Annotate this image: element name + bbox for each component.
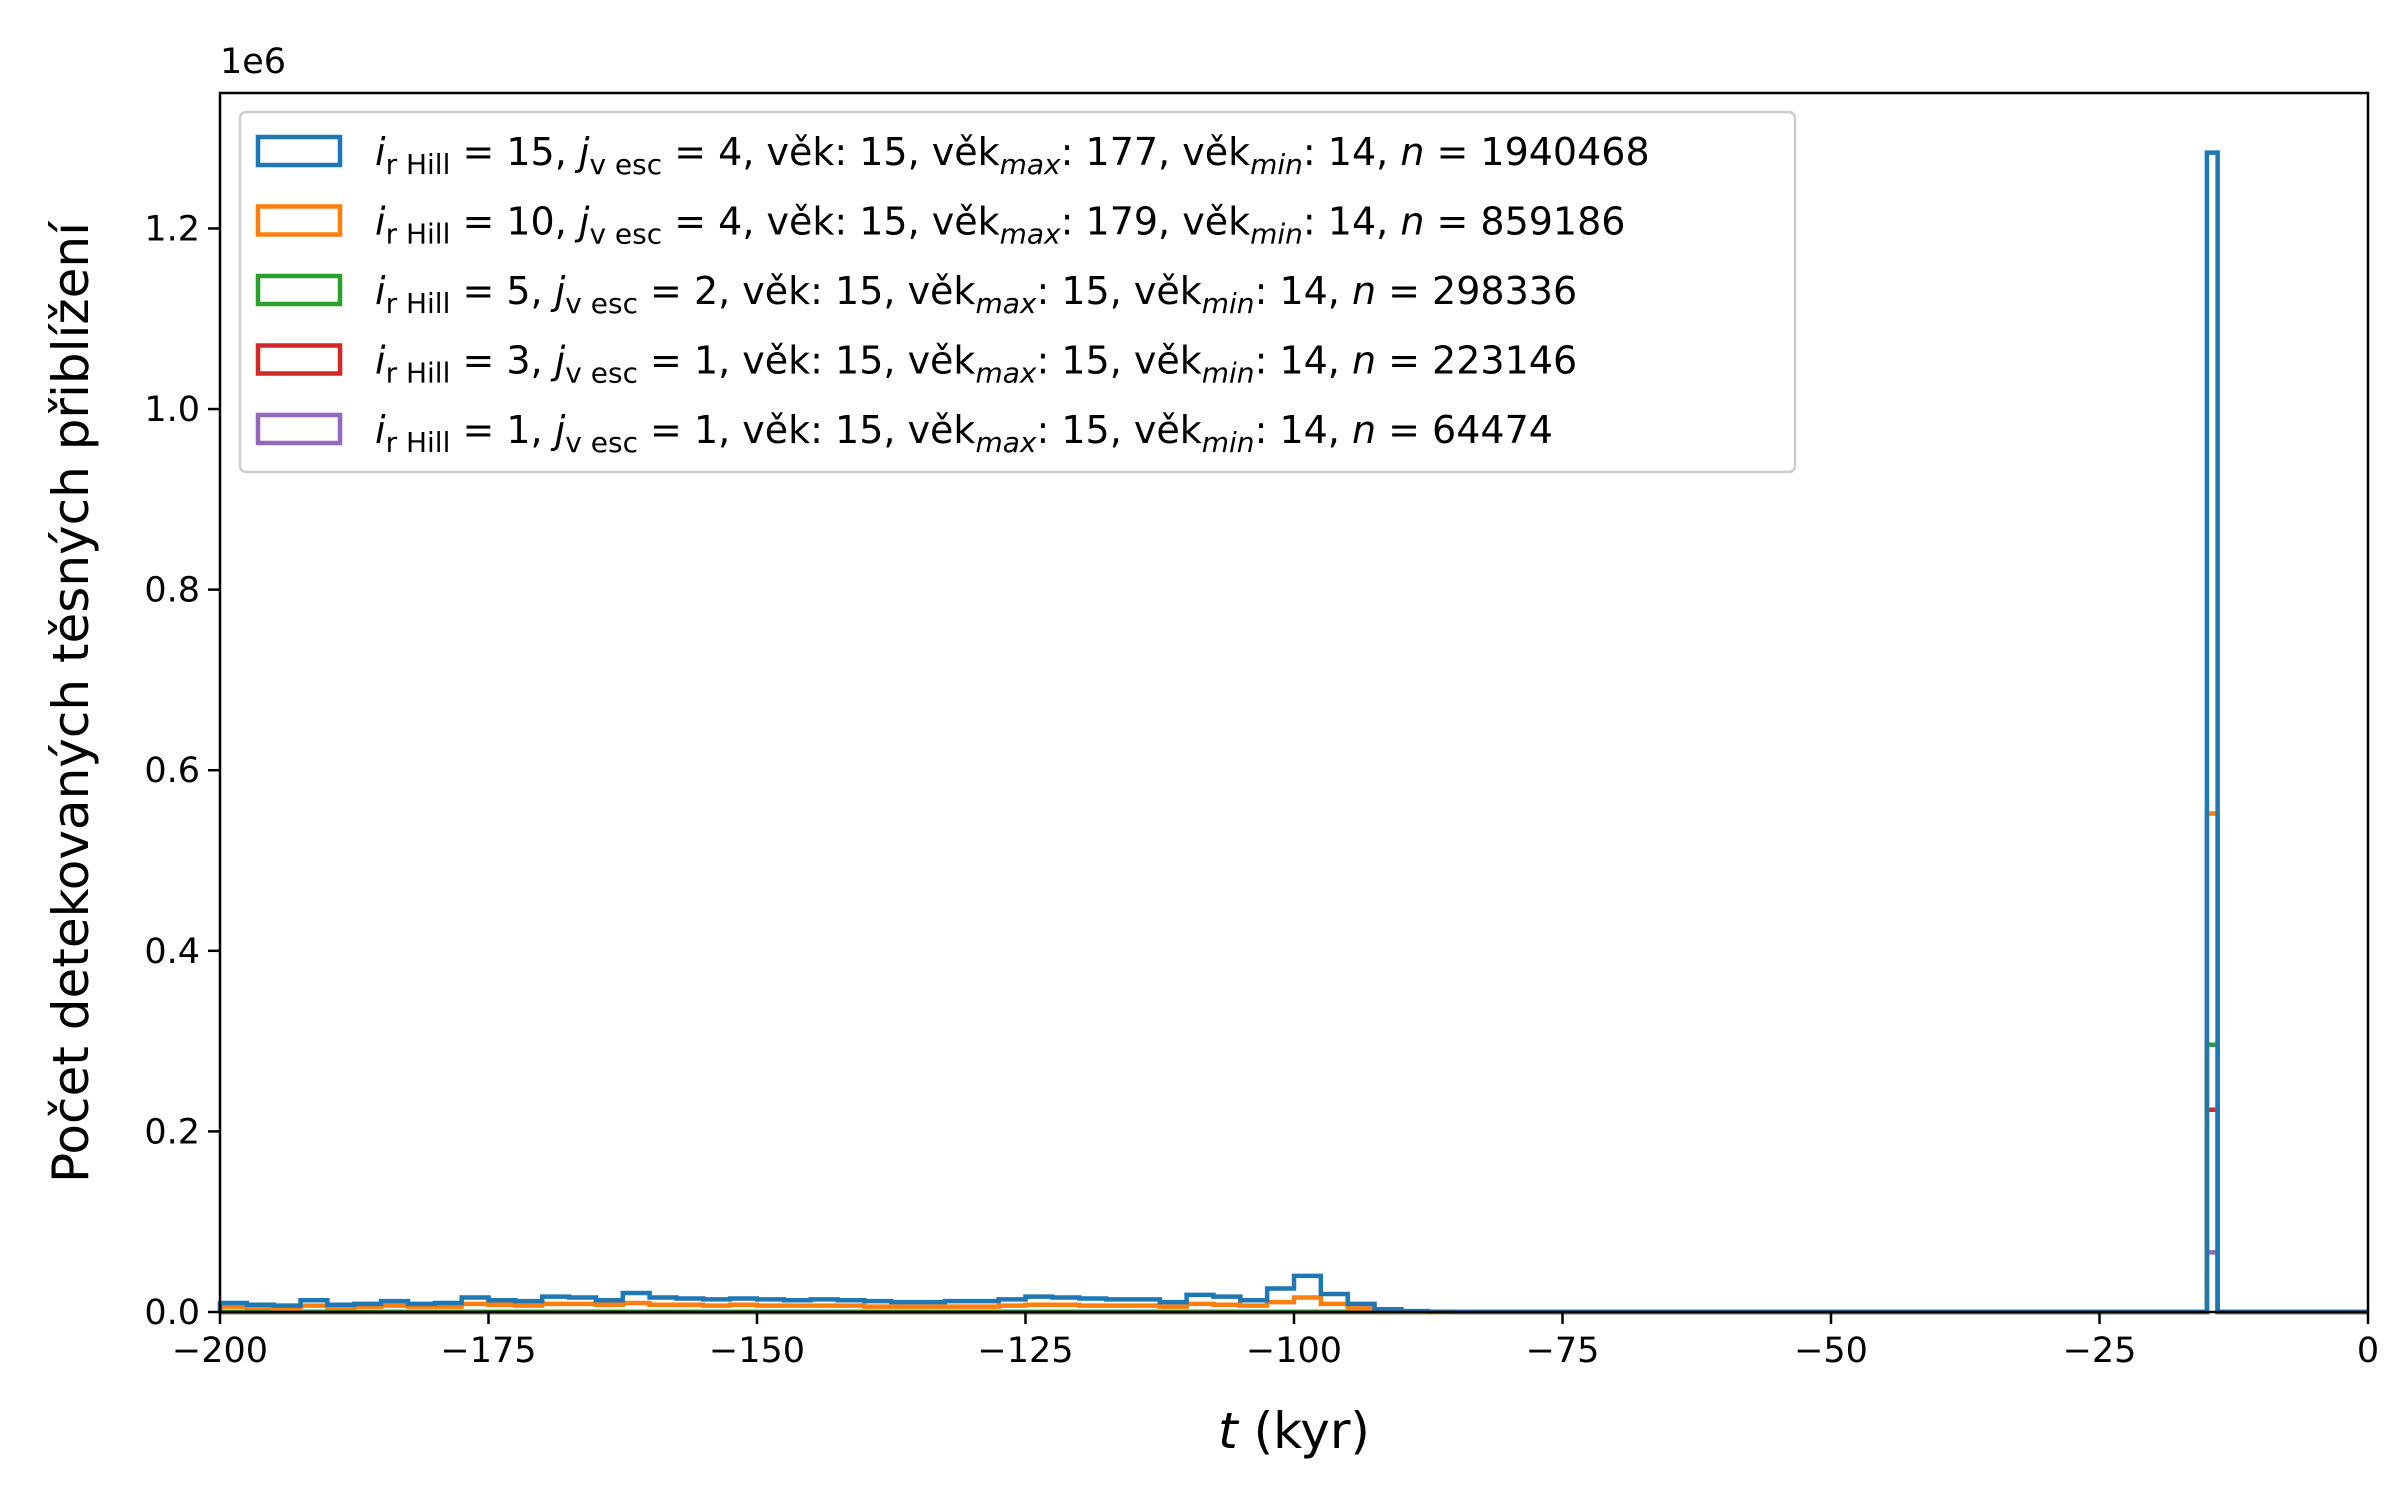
y-tick-label: 0.2 (144, 1112, 200, 1152)
legend-entry-s1: ir Hill = 1, jv esc = 1, věk: 15, věkmax… (375, 408, 1553, 459)
x-tick-label: −100 (1246, 1331, 1342, 1371)
y-tick-label: 0.6 (144, 751, 200, 791)
y-tick-label: 0.4 (144, 932, 200, 972)
y-tick-label: 0.0 (144, 1293, 200, 1333)
legend-swatch-s3 (255, 343, 343, 376)
legend-swatch-s15 (255, 134, 343, 168)
legend: ir Hill = 15, jv esc = 4, věk: 15, věkma… (238, 110, 1797, 474)
x-axis-unit: (kyr) (1238, 1402, 1370, 1460)
x-axis-label: t (kyr) (1218, 1402, 1370, 1460)
legend-entry-s3: ir Hill = 3, jv esc = 1, věk: 15, věkmax… (375, 339, 1577, 390)
x-tick-label: −175 (440, 1331, 536, 1371)
legend-box (238, 110, 1797, 474)
y-axis-label: Počet detekovaných těsných přiblížení (42, 220, 100, 1183)
y-tick-label: 0.8 (144, 571, 200, 611)
y-offset-label: 1e6 (220, 42, 286, 82)
x-tick-label: −200 (172, 1331, 268, 1371)
x-tick-label: −150 (709, 1331, 805, 1371)
legend-swatch-s10 (255, 204, 343, 237)
legend-swatch-s1 (255, 412, 343, 446)
y-tick-label: 1.2 (144, 209, 200, 249)
legend-entry-s5: ir Hill = 5, jv esc = 2, věk: 15, věkmax… (375, 269, 1577, 320)
legend-entry-s10: ir Hill = 10, jv esc = 4, věk: 15, věkma… (375, 200, 1625, 251)
x-axis-variable: t (1218, 1402, 1240, 1460)
x-tick-label: 0 (2357, 1331, 2379, 1371)
y-tick-label: 1.0 (144, 390, 200, 430)
axes-layer: −200 −175 −150 −125 −100 −75 −50 −25 0 0.0 0.2 0.4 0… (144, 91, 2379, 1371)
x-tick-label: −75 (1526, 1331, 1600, 1371)
x-tick-label: −25 (2063, 1331, 2137, 1371)
legend-swatch-s5 (255, 273, 343, 307)
legend-entry-s15: ir Hill = 15, jv esc = 4, věk: 15, věkma… (375, 130, 1650, 181)
x-tick-label: −125 (977, 1331, 1073, 1371)
x-tick-label: −50 (1794, 1331, 1868, 1371)
